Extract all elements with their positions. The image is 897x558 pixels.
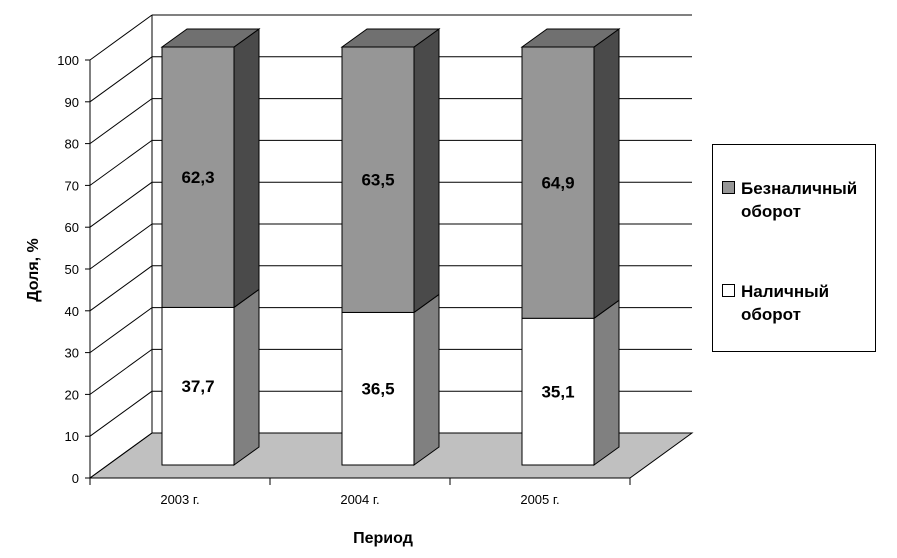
bar-top <box>160 28 261 48</box>
y-tick-label: 50 <box>65 262 79 277</box>
data-label: 63,5 <box>361 171 394 190</box>
bar-segment <box>161 46 235 308</box>
bar-segment <box>521 46 595 319</box>
x-tick-label: 2004 г. <box>340 492 379 507</box>
x-tick-label: 2003 г. <box>160 492 199 507</box>
gridline-diagonal <box>89 348 153 395</box>
gridline-diagonal <box>89 390 153 437</box>
data-label: 36,5 <box>361 380 394 399</box>
gridline-diagonal <box>89 307 153 354</box>
y-tick-label: 80 <box>65 137 79 152</box>
bar-segment <box>521 317 595 466</box>
bar-segment <box>341 311 415 466</box>
legend: Безналичный оборот Наличный оборот <box>712 144 876 352</box>
y-tick-label: 100 <box>57 53 79 68</box>
data-labels: 37,7 62,3 36,5 63,5 35,1 64,9 <box>181 168 574 401</box>
y-tick-label: 40 <box>65 304 79 319</box>
bar-side <box>233 288 260 466</box>
y-tick-label: 60 <box>65 220 79 235</box>
legend-item-cash: Наличный оборот <box>722 280 881 326</box>
gridline-diagonal <box>89 181 153 228</box>
bars <box>160 28 621 466</box>
bar-top <box>340 28 441 48</box>
data-label: 37,7 <box>181 377 214 396</box>
legend-swatch-cash <box>722 284 735 297</box>
x-category-labels: 2003 г. 2004 г. 2005 г. <box>160 492 559 507</box>
y-tick-label: 30 <box>65 346 79 361</box>
x-tick-label: 2005 г. <box>520 492 559 507</box>
gridline-diagonal <box>89 265 153 312</box>
y-tick-label: 0 <box>72 471 79 486</box>
gridline-diagonal <box>89 223 153 270</box>
legend-item-cashless: Безналичный оборот <box>722 177 881 223</box>
bar-side <box>233 28 260 309</box>
gridline-diagonal <box>89 56 153 103</box>
bar-side <box>413 293 440 466</box>
y-tick-label: 90 <box>65 95 79 110</box>
bar-segment <box>161 306 235 466</box>
y-tick-label: 70 <box>65 178 79 193</box>
y-tick-label: 10 <box>65 429 79 444</box>
bar-side <box>593 28 620 320</box>
bar-segment <box>341 46 415 313</box>
gridline-diagonal <box>89 98 153 145</box>
y-axis-title: Доля, % <box>25 238 42 302</box>
legend-swatch-cashless <box>722 181 735 194</box>
gridline-diagonal <box>89 14 153 61</box>
data-label: 35,1 <box>541 383 574 402</box>
data-label: 64,9 <box>541 174 574 193</box>
legend-label-cash: Наличный оборот <box>741 282 830 324</box>
y-tick-labels: 0 10 20 30 40 50 60 70 80 90 100 <box>57 53 79 486</box>
legend-label-cashless: Безналичный оборот <box>741 179 858 221</box>
gridline-diagonal <box>89 139 153 186</box>
x-axis-title: Период <box>353 530 413 547</box>
bar-side <box>413 28 440 314</box>
bar-top <box>520 28 621 48</box>
y-tick-label: 20 <box>65 387 79 402</box>
data-label: 62,3 <box>181 168 214 187</box>
bar-side <box>593 299 620 466</box>
gridline-diagonal <box>89 432 153 479</box>
